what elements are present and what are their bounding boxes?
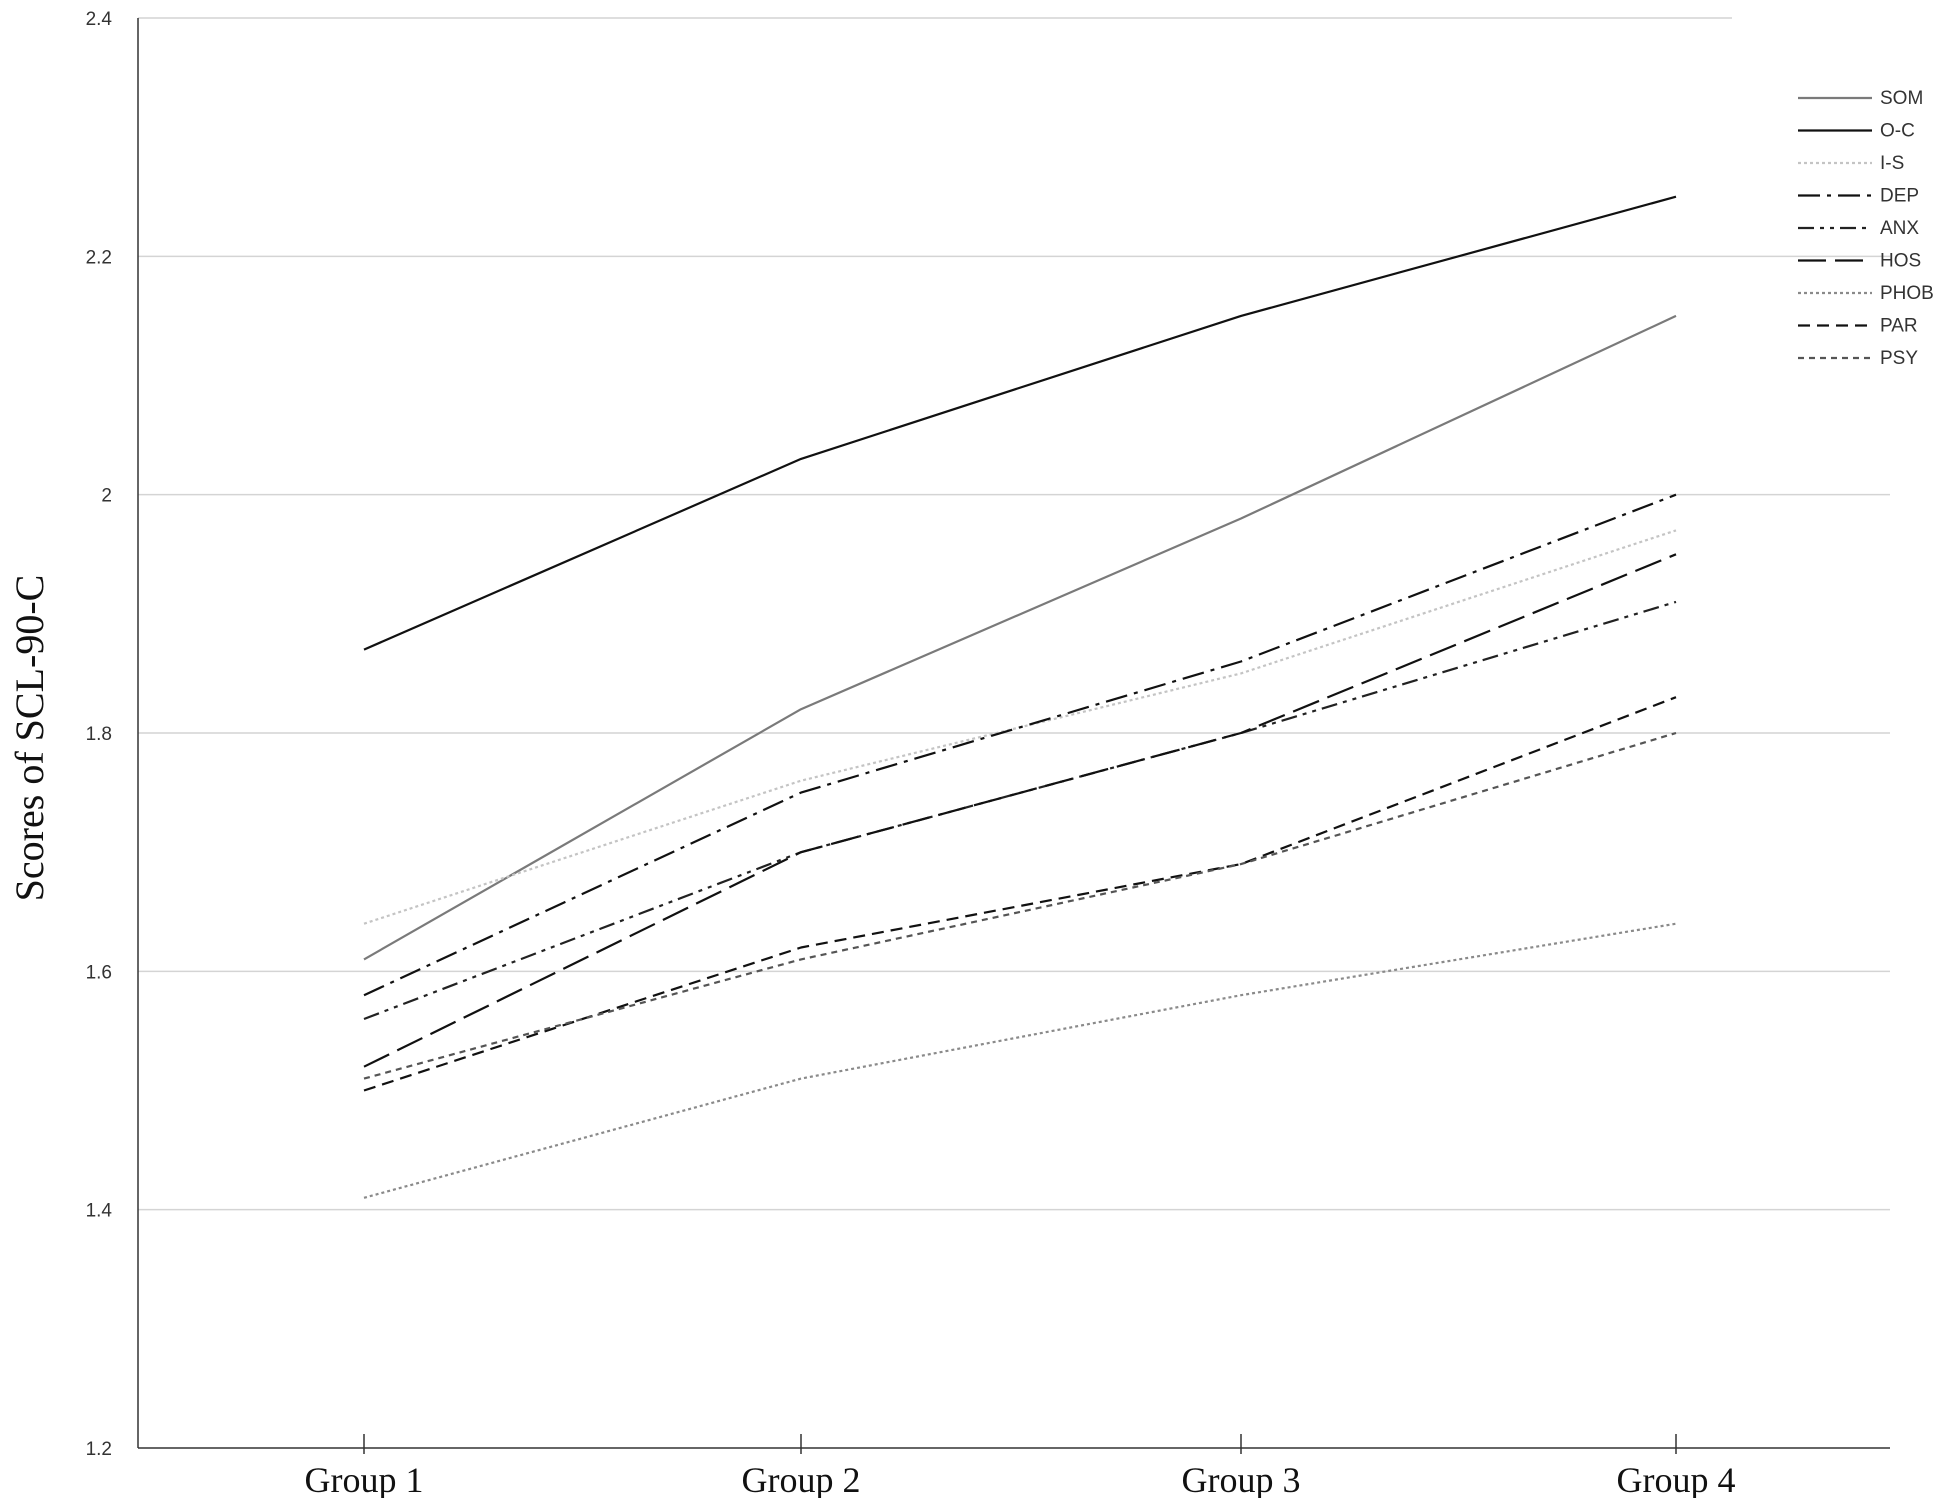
legend-label-par: PAR: [1880, 316, 1918, 337]
y-tick-label: 2: [101, 486, 112, 507]
y-tick-label: 2.4: [86, 9, 113, 30]
series-lines: [363, 195, 1677, 1199]
x-tick-labels: Group 1 Group 2 Group 3 Group 4: [305, 1460, 1736, 1498]
series-line-som: [363, 314, 1677, 961]
y-tick-label: 1.6: [86, 962, 112, 983]
y-tick-label: 1.2: [86, 1439, 112, 1460]
axes: [137, 18, 1890, 1454]
legend-label-phob: PHOB: [1880, 283, 1934, 304]
legend: SOM O-C I-S DEP ANX HOS PHOB PAR PSY: [1798, 88, 1934, 369]
y-tick-label: 1.8: [86, 724, 112, 745]
series-line-o-c: [363, 195, 1677, 651]
series-line-hos: [363, 553, 1677, 1068]
legend-label-hos: HOS: [1880, 251, 1921, 272]
x-tick-label: Group 2: [742, 1460, 861, 1498]
series-line-psy: [363, 731, 1677, 1080]
legend-label-i-s: I-S: [1880, 153, 1904, 174]
y-tick-label: 1.4: [86, 1201, 113, 1222]
y-tick-labels: 1.2 1.4 1.6 1.8 2 2.2 2.4: [86, 9, 113, 1460]
y-axis-label: Scores of SCL-90-C: [7, 575, 52, 902]
series-line-dep: [363, 493, 1677, 997]
x-tick-label: Group 3: [1182, 1460, 1301, 1498]
legend-label-anx: ANX: [1880, 218, 1919, 239]
x-tick-label: Group 4: [1617, 1460, 1736, 1498]
legend-label-o-c: O-C: [1880, 121, 1915, 142]
x-tick-label: Group 1: [305, 1460, 424, 1498]
y-tick-label: 2.2: [86, 247, 112, 268]
legend-label-psy: PSY: [1880, 348, 1918, 369]
series-line-par: [363, 696, 1677, 1092]
series-line-phob: [363, 922, 1677, 1199]
legend-label-dep: DEP: [1880, 186, 1919, 207]
gridlines: [138, 17, 1890, 1211]
legend-label-som: SOM: [1880, 88, 1923, 109]
